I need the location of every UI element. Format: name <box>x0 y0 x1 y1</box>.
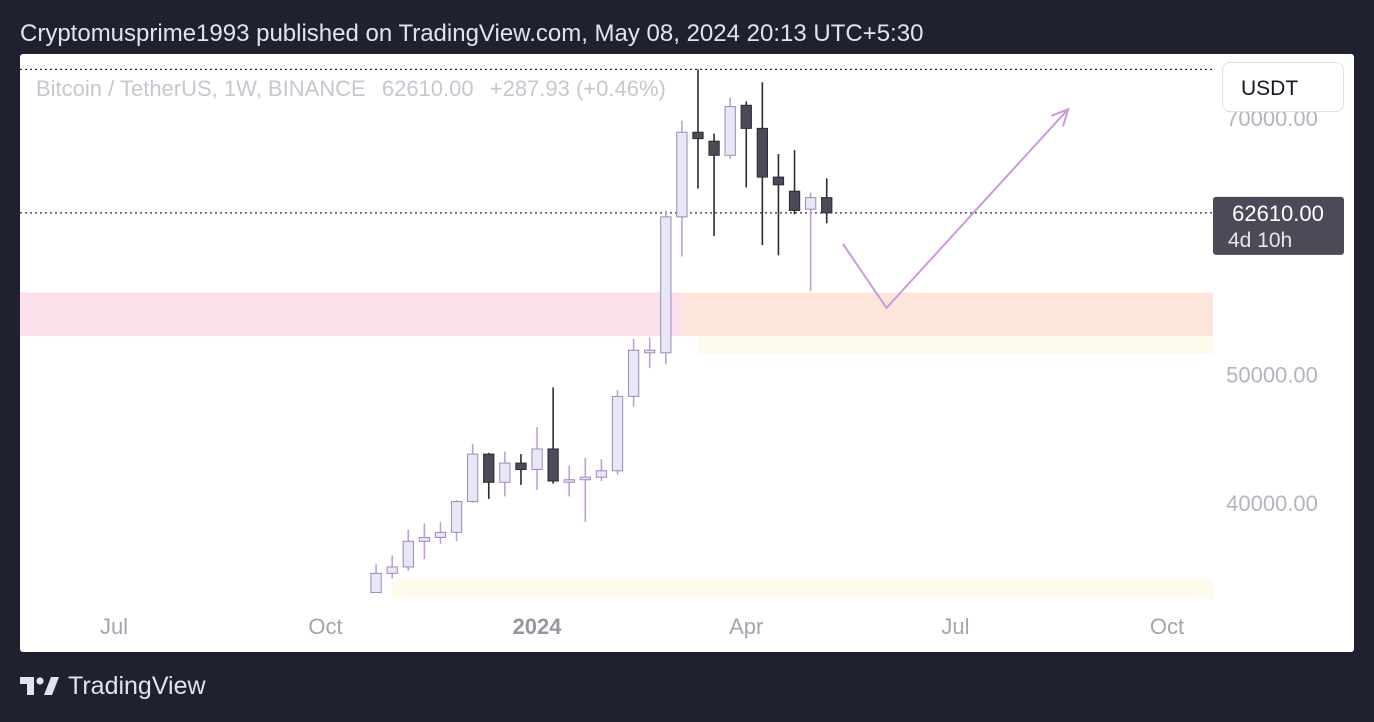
x-axis-tick-label: Jul <box>941 614 969 639</box>
y-axis-tick-label: 40000.00 <box>1226 491 1318 516</box>
price-tag-countdown: 4d 10h <box>1228 229 1292 252</box>
x-axis-tick-label: Jul <box>100 614 128 639</box>
price-zone <box>20 292 682 337</box>
projection-arrowhead <box>1051 107 1070 127</box>
x-axis-tick-label: Apr <box>729 614 763 639</box>
candle-body <box>450 501 463 533</box>
x-axis-tick-label: Oct <box>308 614 342 639</box>
price-zone <box>681 292 1213 337</box>
symbol-info: Bitcoin / TetherUS, 1W, BINANCE 62610.00… <box>36 76 676 102</box>
candle[interactable] <box>370 564 382 594</box>
x-axis-tick-label: Oct <box>1150 614 1184 639</box>
candle[interactable] <box>418 523 431 560</box>
candle[interactable] <box>547 387 559 484</box>
candle-body <box>724 106 736 156</box>
candle[interactable] <box>611 389 624 475</box>
candle-body <box>756 127 769 178</box>
candle-body <box>708 140 720 156</box>
tradingview-brand[interactable]: TradingView <box>20 670 206 702</box>
symbol-change: +287.93 (+0.46%) <box>489 76 666 101</box>
candle[interactable] <box>740 101 752 188</box>
candle-body <box>402 540 414 568</box>
candle-body <box>418 536 431 542</box>
candle[interactable] <box>708 133 720 237</box>
price-zone <box>392 579 1213 599</box>
publish-info: Cryptomusprime1993 published on TradingV… <box>20 20 924 47</box>
price-tag-background <box>1213 196 1344 255</box>
candle-body <box>531 448 543 470</box>
candle[interactable] <box>660 210 672 365</box>
candle-body <box>644 349 656 354</box>
candle-body <box>499 462 511 483</box>
candle-body <box>595 470 608 478</box>
price-zone <box>697 336 1213 355</box>
candle[interactable] <box>627 338 640 407</box>
candle[interactable] <box>531 427 543 490</box>
candle[interactable] <box>450 500 463 542</box>
y-axis-tick-label: 50000.00 <box>1226 363 1318 388</box>
candle-body <box>483 453 495 483</box>
candle-body <box>804 197 817 210</box>
symbol-price: 62610.00 <box>381 76 474 101</box>
candle-body <box>692 131 704 140</box>
footer-brand-label: TradingView <box>68 671 206 700</box>
candle[interactable] <box>579 457 591 523</box>
candle[interactable] <box>386 555 398 579</box>
candle-body <box>434 531 447 538</box>
candle-body <box>386 566 398 574</box>
candle[interactable] <box>804 192 817 292</box>
candle[interactable] <box>772 154 785 256</box>
candle[interactable] <box>499 451 511 497</box>
candle-body <box>370 572 382 594</box>
candle[interactable] <box>434 522 447 544</box>
candle[interactable] <box>467 443 479 503</box>
candle[interactable] <box>595 459 608 482</box>
current-price-tag: 62610.00 4d 10h <box>1213 196 1344 255</box>
candle-body <box>676 131 688 218</box>
candle-body <box>467 453 479 503</box>
candle-body <box>772 176 785 186</box>
tradingview-logo-icon <box>20 677 59 695</box>
price-tag-price: 62610.00 <box>1232 201 1324 226</box>
candle-body <box>563 479 575 483</box>
candle[interactable] <box>724 97 736 160</box>
candle-body <box>547 448 559 482</box>
candle-body <box>611 395 624 472</box>
candle-body <box>627 349 640 397</box>
candle[interactable] <box>563 465 575 497</box>
candle[interactable] <box>515 454 527 485</box>
candle-body <box>579 476 591 481</box>
candle[interactable] <box>402 529 414 571</box>
symbol-name: Bitcoin / TetherUS, 1W, BINANCE <box>36 76 366 101</box>
candle-body <box>515 462 527 470</box>
candle-body <box>788 190 801 211</box>
candle[interactable] <box>483 452 495 499</box>
candle-body <box>660 216 672 354</box>
candle[interactable] <box>692 69 704 189</box>
candle[interactable] <box>676 120 688 257</box>
candle[interactable] <box>821 178 833 224</box>
candle[interactable] <box>644 337 656 369</box>
chart-panel[interactable]: 40000.00 50000.00 70000.00 Jul Oct 2024 Apr Ju… <box>20 54 1354 652</box>
x-axis-tick-label: 2024 <box>513 614 563 639</box>
candle[interactable] <box>788 150 801 215</box>
candle-body <box>821 197 833 214</box>
candle-body <box>740 104 752 129</box>
projection-path[interactable] <box>841 108 1069 310</box>
candle[interactable] <box>756 82 769 246</box>
currency-button[interactable]: USDT <box>1222 62 1344 112</box>
